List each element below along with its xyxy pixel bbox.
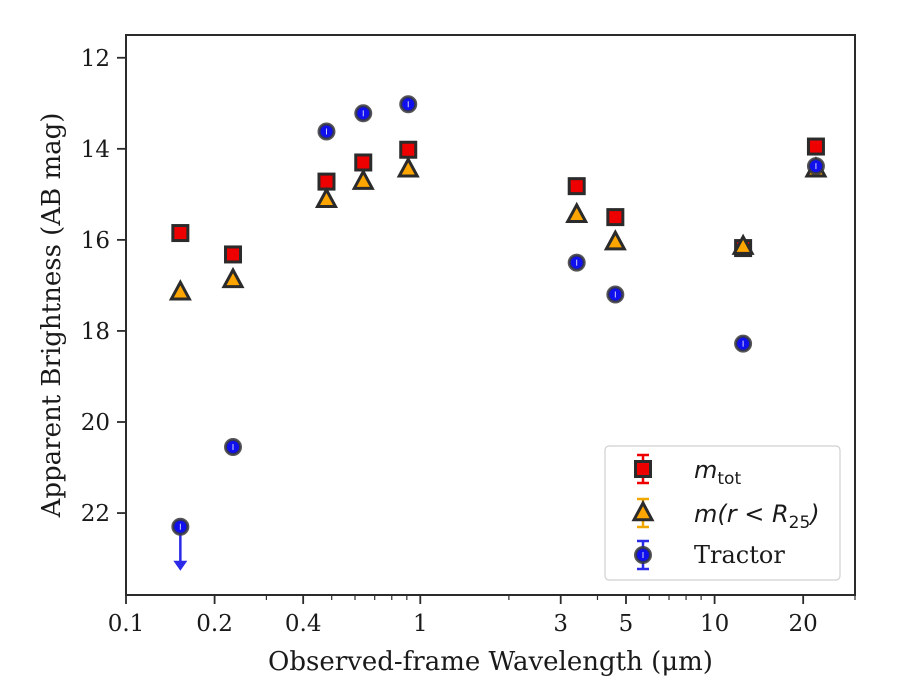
legend-circle-marker (634, 546, 652, 564)
y-tick-label: 18 (81, 319, 110, 345)
y-tick-label: 22 (81, 501, 110, 527)
tractor-marker (606, 285, 625, 304)
mtot-marker (806, 137, 825, 156)
x-tick-label: 10 (700, 611, 729, 637)
legend-square-marker (634, 460, 652, 478)
m-r25-marker (168, 279, 192, 301)
x-tick-label: 0.4 (285, 611, 322, 637)
m-r25-marker (351, 168, 375, 190)
x-tick-label: 5 (619, 611, 634, 637)
x-axis: 0.1 0.2 0.4 1 3 5 10 20 (108, 595, 856, 637)
mtot-marker (224, 245, 243, 264)
x-tick-label: 0.2 (196, 611, 233, 637)
m-r25-marker (565, 201, 589, 224)
tractor-marker (734, 334, 753, 353)
mtot-marker (171, 224, 190, 243)
tractor-marker (567, 253, 586, 272)
legend-label-mtot: mtot (694, 456, 741, 489)
legend-markers (631, 453, 655, 571)
y-tick-label: 14 (81, 137, 110, 163)
mtot-marker (606, 208, 625, 227)
mtot-marker (399, 140, 418, 159)
mtot-marker (567, 177, 586, 196)
tractor-marker (806, 157, 825, 176)
y-axis-label: Apparent Brightness (AB mag) (37, 113, 67, 519)
tractor-marker (317, 122, 336, 141)
m-r25-marker (314, 186, 339, 209)
m-r25-marker (731, 233, 755, 255)
tractor-marker (171, 517, 190, 536)
x-tick-label: 0.1 (108, 611, 145, 637)
mtot-marker (354, 153, 373, 172)
legend-label-m-r25: m(r < R25) (694, 500, 820, 533)
tractor-marker (224, 438, 243, 457)
data-markers (168, 95, 828, 571)
legend-triangle-marker (631, 499, 655, 522)
plot-frame (125, 34, 856, 596)
y-tick-label: 20 (81, 410, 110, 436)
y-tick-label: 12 (81, 46, 110, 72)
m-r25-marker (396, 156, 420, 178)
y-axis: 12 14 16 18 20 22 (81, 46, 126, 527)
legend-label-tractor: Tractor (694, 541, 785, 569)
y-tick-label: 16 (81, 228, 110, 254)
tractor-marker (399, 95, 418, 114)
tractor-marker (354, 104, 373, 123)
x-axis-label: Observed-frame Wavelength (μm) (268, 647, 713, 677)
x-tick-label: 1 (413, 611, 428, 637)
legend-box (604, 445, 841, 581)
x-tick-label: 3 (553, 611, 568, 637)
legend: mtot m(r < R25) Tractor (604, 445, 841, 581)
x-tick-label: 20 (789, 611, 818, 637)
m-r25-marker (603, 229, 627, 251)
m-r25-marker (221, 266, 245, 289)
